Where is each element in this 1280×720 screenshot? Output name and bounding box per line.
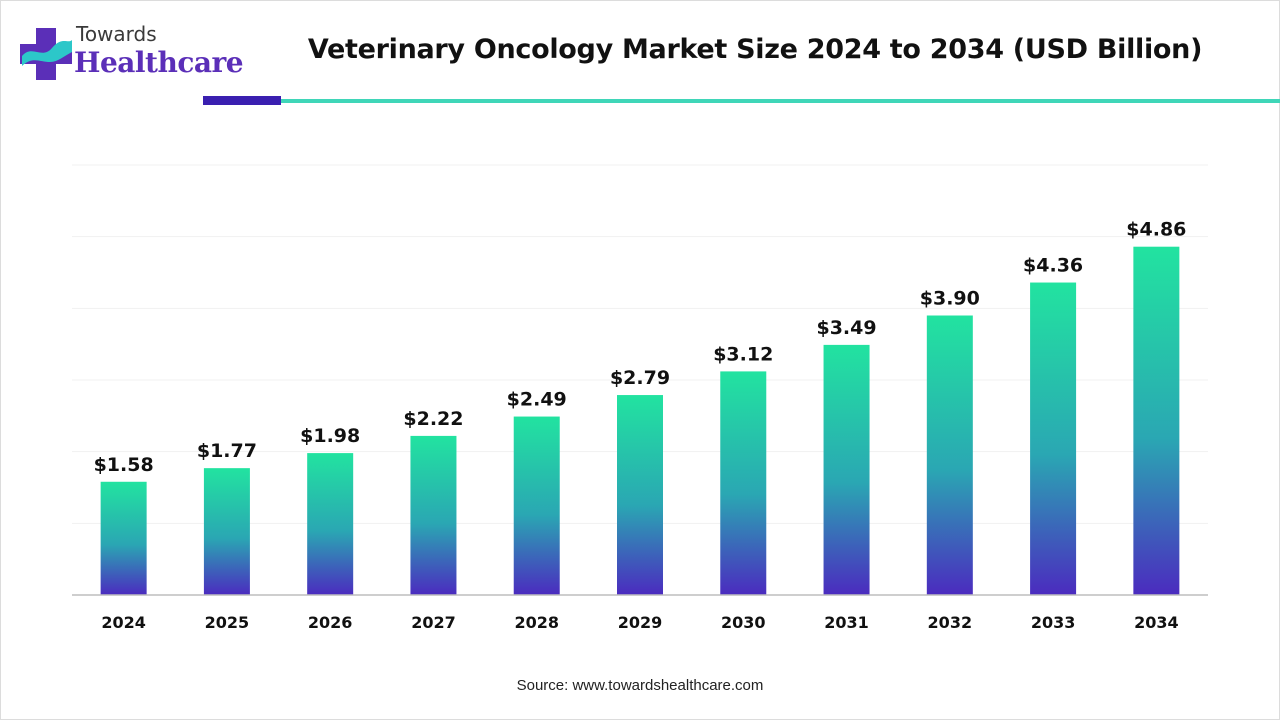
bar-2025 bbox=[203, 468, 250, 595]
data-label-2033: $4.36 bbox=[1023, 255, 1083, 277]
bar-2032 bbox=[926, 315, 973, 595]
towards-healthcare-logo: Towards Healthcare bbox=[18, 18, 248, 88]
data-labels: $1.58 $1.77 $1.98 $2.22 $2.49 $2.79 $3.12 $3.49… bbox=[94, 219, 1187, 476]
x-tick-label-2029: 2029 bbox=[618, 613, 663, 632]
source-note: Source: www.towardshealthcare.com bbox=[516, 677, 764, 694]
title-accent-bar-dark bbox=[203, 96, 281, 105]
bar-2030 bbox=[720, 371, 767, 595]
title-accent-bar-light bbox=[281, 99, 1280, 103]
bar-2031 bbox=[823, 344, 870, 595]
data-label-2031: $3.49 bbox=[816, 317, 876, 339]
bar-2033 bbox=[1030, 282, 1077, 595]
x-tick-label-2033: 2033 bbox=[1031, 613, 1076, 632]
bar-2028 bbox=[513, 416, 560, 595]
data-label-2024: $1.58 bbox=[94, 454, 154, 476]
logo-text-healthcare: Healthcare bbox=[74, 46, 244, 79]
data-label-2025: $1.77 bbox=[197, 440, 257, 462]
bar-2026 bbox=[307, 453, 354, 595]
x-tick-label-2031: 2031 bbox=[824, 613, 869, 632]
x-tick-label-2028: 2028 bbox=[514, 613, 559, 632]
x-axis-ticks: 2024 2025 2026 2027 2028 2029 2030 2031 2032 2033… bbox=[101, 613, 1178, 632]
data-label-2027: $2.22 bbox=[403, 408, 463, 430]
bar-2029 bbox=[617, 395, 663, 595]
bar-2024 bbox=[100, 481, 147, 595]
x-tick-label-2026: 2026 bbox=[308, 613, 353, 632]
x-tick-label-2027: 2027 bbox=[411, 613, 456, 632]
medical-cross-icon bbox=[20, 28, 72, 80]
x-tick-label-2034: 2034 bbox=[1134, 613, 1179, 632]
x-tick-label-2025: 2025 bbox=[205, 613, 250, 632]
x-tick-label-2024: 2024 bbox=[101, 613, 146, 632]
data-label-2029: $2.79 bbox=[610, 367, 670, 389]
bar-2027 bbox=[410, 435, 457, 595]
x-tick-label-2032: 2032 bbox=[928, 613, 973, 632]
bar-2034 bbox=[1133, 246, 1180, 595]
data-label-2028: $2.49 bbox=[507, 389, 567, 411]
data-label-2030: $3.12 bbox=[713, 343, 773, 365]
chart-title: Veterinary Oncology Market Size 2024 to … bbox=[307, 34, 1203, 65]
x-tick-label-2030: 2030 bbox=[721, 613, 766, 632]
data-label-2026: $1.98 bbox=[300, 425, 360, 447]
data-label-2034: $4.86 bbox=[1126, 219, 1186, 241]
logo-text-towards: Towards bbox=[76, 22, 157, 46]
bars bbox=[100, 246, 1180, 595]
data-label-2032: $3.90 bbox=[920, 288, 980, 310]
